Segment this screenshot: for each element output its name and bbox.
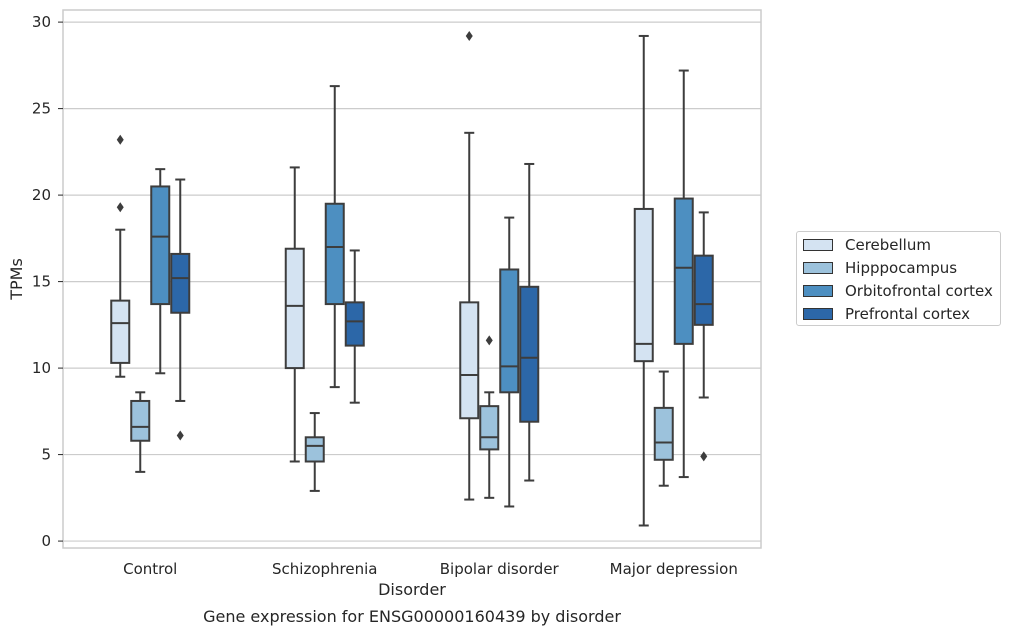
y-tick-label: 20 xyxy=(32,186,51,204)
y-tick-label: 25 xyxy=(32,100,51,118)
x-axis-ticks: Control Schizophrenia Bipolar disorder Majo… xyxy=(123,560,738,578)
y-tick-label: 0 xyxy=(41,532,51,550)
x-tick-label: Schizophrenia xyxy=(272,560,377,578)
outlier-point xyxy=(116,134,124,145)
y-axis-ticks: 0 5 10 15 20 25 30 xyxy=(32,13,63,550)
outlier-point xyxy=(176,430,184,441)
box-iqr xyxy=(499,268,520,394)
outlier-point xyxy=(465,30,473,41)
legend-item-prefrontal: Prefrontal cortex xyxy=(803,304,970,324)
box-iqr xyxy=(459,301,480,420)
box-iqr xyxy=(519,285,540,423)
legend-item-cerebellum: Cerebellum xyxy=(803,235,931,255)
box-iqr xyxy=(479,405,500,451)
box-iqr xyxy=(150,185,171,306)
plot-frame xyxy=(62,9,762,549)
legend-swatch-hippocampus xyxy=(803,262,833,274)
legend-label: Hipppocampus xyxy=(845,259,958,277)
y-axis-label: TPMs xyxy=(7,258,26,301)
y-tick-label: 5 xyxy=(41,446,51,464)
outlier-point xyxy=(700,451,708,462)
y-tick-label: 15 xyxy=(32,273,51,291)
box-iqr xyxy=(284,247,305,370)
box xyxy=(344,249,365,404)
outlier-point xyxy=(116,202,124,213)
box xyxy=(479,335,500,499)
box xyxy=(170,178,191,441)
legend-label: Orbitofrontal cortex xyxy=(845,282,993,300)
legend-label: Prefrontal cortex xyxy=(845,305,970,323)
box-iqr xyxy=(170,252,191,314)
x-tick-label: Bipolar disorder xyxy=(440,560,560,578)
legend-swatch-cerebellum xyxy=(803,239,833,251)
box xyxy=(304,412,325,492)
box xyxy=(324,85,345,389)
box-iqr xyxy=(130,399,151,442)
y-tick-label: 30 xyxy=(32,13,51,31)
box-iqr xyxy=(304,436,325,463)
legend-swatch-prefrontal xyxy=(803,308,833,320)
x-axis-label: Disorder xyxy=(378,580,446,599)
box xyxy=(150,168,171,375)
box-iqr xyxy=(633,207,654,363)
box xyxy=(693,211,714,462)
box-iqr xyxy=(324,202,345,306)
legend-label: Cerebellum xyxy=(845,236,931,254)
box xyxy=(110,134,131,378)
box-iqr xyxy=(673,197,694,345)
box xyxy=(130,391,151,473)
box xyxy=(499,216,520,508)
box xyxy=(284,166,305,463)
box-iqr xyxy=(110,299,131,364)
chart-caption: Gene expression for ENSG00000160439 by d… xyxy=(203,607,621,626)
legend-swatch-orbitofrontal xyxy=(803,285,833,297)
box xyxy=(653,370,674,487)
box xyxy=(459,30,480,501)
legend-item-orbitofrontal: Orbitofrontal cortex xyxy=(803,281,993,301)
y-tick-label: 10 xyxy=(32,359,51,377)
box-series xyxy=(110,30,714,527)
box xyxy=(519,162,540,482)
x-tick-label: Control xyxy=(123,560,177,578)
box xyxy=(673,69,694,479)
box-iqr xyxy=(693,254,714,326)
legend-item-hippocampus: Hipppocampus xyxy=(803,258,957,278)
x-tick-label: Major depression xyxy=(610,560,738,578)
legend: Cerebellum Hipppocampus Orbitofrontal co… xyxy=(796,231,1001,326)
outlier-point xyxy=(485,335,493,346)
box-iqr xyxy=(653,406,674,461)
box xyxy=(633,34,654,527)
box-iqr xyxy=(344,301,365,347)
